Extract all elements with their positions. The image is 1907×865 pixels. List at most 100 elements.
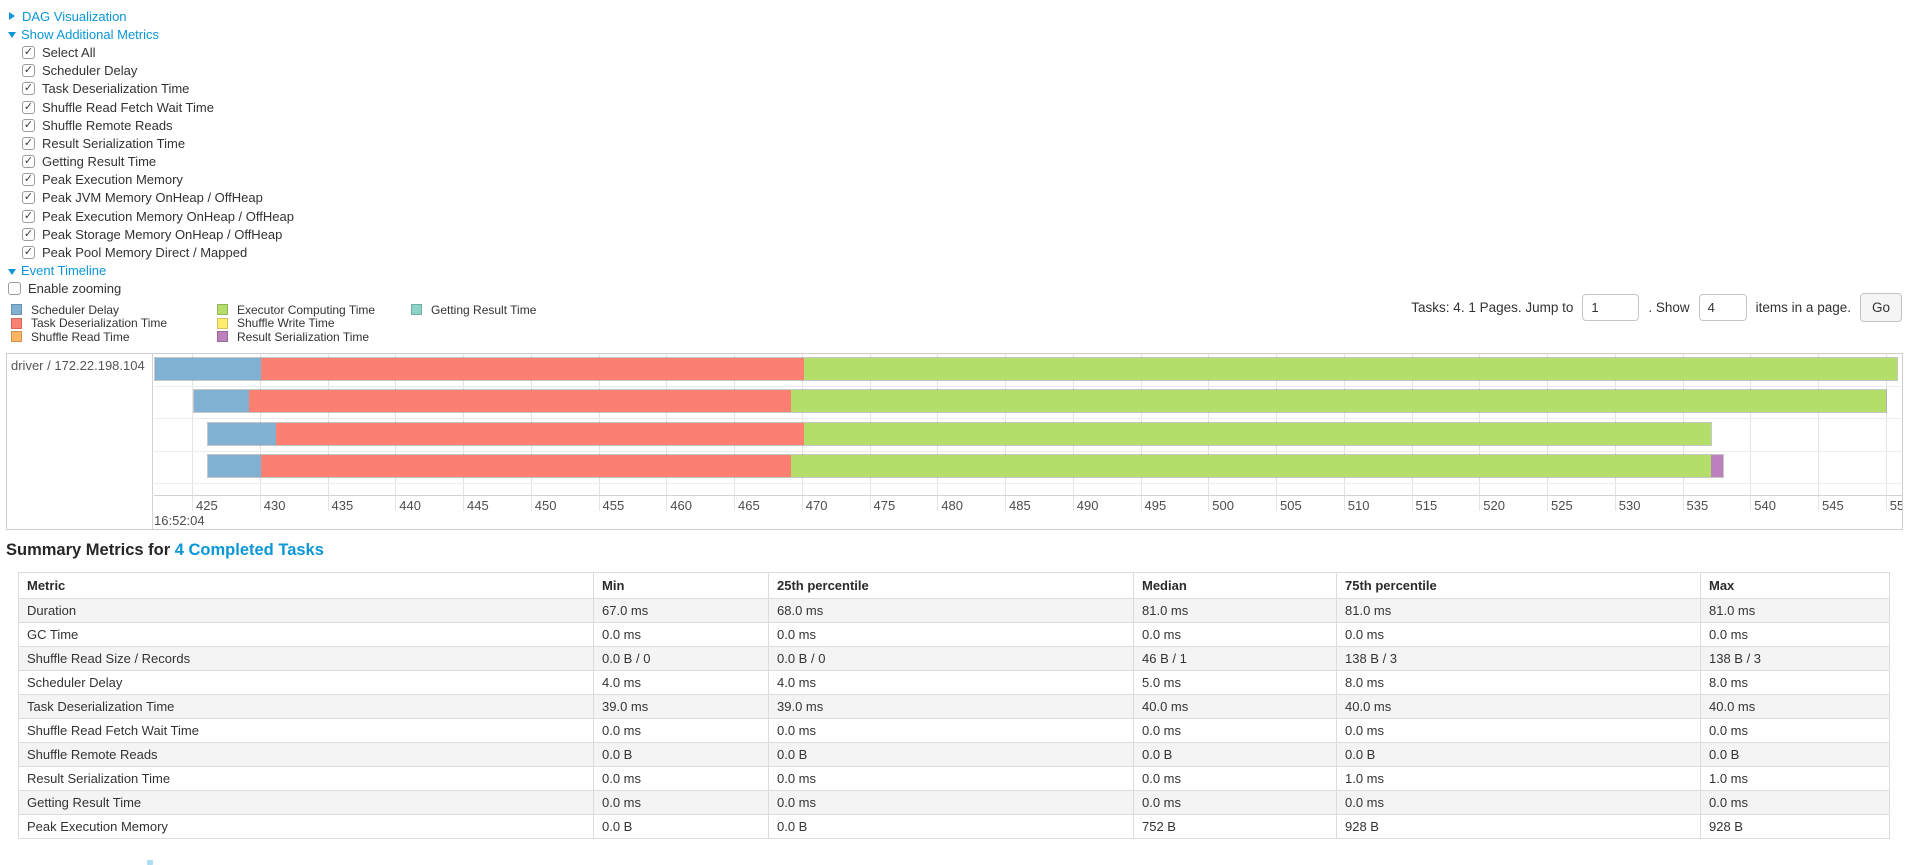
metric-checkbox-row[interactable]: ✓ Peak Execution Memory bbox=[22, 171, 294, 189]
axis-tick-label: 430 bbox=[263, 498, 286, 513]
items-in-page-label: items in a page. bbox=[1755, 300, 1851, 315]
metric-checkbox-row[interactable]: ✓ Shuffle Read Fetch Wait Time bbox=[22, 98, 294, 116]
metric-checkbox[interactable]: ✓ bbox=[22, 155, 35, 169]
metric-checkbox-row[interactable]: ✓ Shuffle Remote Reads bbox=[22, 116, 294, 134]
axis-tick-mark bbox=[1005, 496, 1006, 511]
axis-tick-label: 530 bbox=[1618, 498, 1641, 513]
metric-checkbox[interactable]: ✓ bbox=[22, 100, 35, 114]
metric-value-cell: 138 B / 3 bbox=[1336, 646, 1701, 671]
cutoff-element bbox=[147, 860, 153, 865]
metric-checkbox-row[interactable]: ✓ Select All bbox=[22, 43, 294, 61]
metric-checkbox-row[interactable]: ✓ Peak Pool Memory Direct / Mapped bbox=[22, 243, 294, 261]
metric-value-cell: 0.0 B / 0 bbox=[593, 646, 769, 671]
metric-checkbox-row[interactable]: ✓ Peak Execution Memory OnHeap / OffHeap bbox=[22, 207, 294, 225]
metric-checkbox-label: Peak Pool Memory Direct / Mapped bbox=[42, 245, 248, 261]
metric-checkbox[interactable]: ✓ bbox=[22, 64, 35, 78]
table-header-min: Min bbox=[593, 572, 769, 599]
page-size-input[interactable] bbox=[1698, 294, 1747, 321]
go-button[interactable]: Go bbox=[1859, 293, 1902, 322]
task-timeline-bar[interactable] bbox=[206, 422, 1713, 446]
metric-value-cell: 4.0 ms bbox=[593, 670, 769, 695]
metric-checkbox[interactable]: ✓ bbox=[22, 82, 35, 96]
metric-value-cell: 928 B bbox=[1336, 814, 1701, 839]
metric-value-cell: 40.0 ms bbox=[1133, 694, 1337, 719]
metric-value-cell: 0.0 ms bbox=[1700, 790, 1890, 815]
dag-visualization-link[interactable]: DAG Visualization bbox=[22, 8, 127, 24]
table-header-max: Max bbox=[1700, 572, 1890, 599]
metric-value-cell: 0.0 B bbox=[593, 814, 769, 839]
metric-checkbox-label: Shuffle Remote Reads bbox=[42, 117, 173, 133]
metric-value-cell: 40.0 ms bbox=[1336, 694, 1701, 719]
metric-checkbox-row[interactable]: ✓ Scheduler Delay bbox=[22, 62, 294, 80]
metric-checkbox-label: Shuffle Read Fetch Wait Time bbox=[42, 99, 214, 115]
table-row: Shuffle Read Fetch Wait Time 0.0 ms 0.0 ms… bbox=[18, 718, 1890, 743]
axis-tick-mark bbox=[1140, 496, 1142, 511]
task-timeline-bar[interactable] bbox=[154, 357, 1898, 381]
metric-value-cell: 0.0 ms bbox=[1336, 718, 1701, 743]
metric-checkbox[interactable]: ✓ bbox=[22, 191, 35, 205]
legend-item: Shuffle Read Time bbox=[11, 330, 195, 344]
axis-tick-mark bbox=[1818, 496, 1819, 511]
metric-value-cell: 46 B / 1 bbox=[1133, 646, 1337, 671]
metric-checkbox-row[interactable]: ✓ Peak Storage Memory OnHeap / OffHeap bbox=[22, 225, 294, 243]
event-timeline-link[interactable]: Event Timeline bbox=[21, 263, 107, 279]
axis-tick-label: 520 bbox=[1483, 498, 1505, 513]
metric-checkbox[interactable]: ✓ bbox=[22, 246, 35, 260]
legend-swatch-shuffle-write bbox=[217, 317, 228, 329]
metric-checkbox[interactable]: ✓ bbox=[22, 45, 35, 59]
legend-label: Executor Computing Time bbox=[237, 302, 376, 317]
show-additional-metrics-link[interactable]: Show Additional Metrics bbox=[21, 26, 160, 42]
tasks-page-summary: Tasks: 4. 1 Pages. Jump to bbox=[1411, 300, 1574, 315]
legend-swatch-result-serialization bbox=[217, 331, 228, 343]
metric-checkbox-label: Select All bbox=[42, 44, 96, 60]
legend-swatch-task-deserialization bbox=[11, 317, 22, 329]
axis-tick-mark bbox=[666, 496, 668, 511]
metric-checkbox[interactable]: ✓ bbox=[22, 227, 35, 241]
completed-tasks-link[interactable]: 4 Completed Tasks bbox=[174, 541, 324, 559]
metric-checkbox-row[interactable]: ✓ Result Serialization Time bbox=[22, 134, 294, 152]
task-timeline-bar[interactable] bbox=[206, 454, 1725, 478]
show-additional-metrics-toggle[interactable]: Show Additional Metrics bbox=[8, 25, 294, 43]
legend-label: Result Serialization Time bbox=[237, 329, 370, 344]
metric-value-cell: 1.0 ms bbox=[1700, 766, 1890, 791]
metric-checkbox-label: Peak Execution Memory bbox=[42, 172, 183, 188]
enable-zooming-row[interactable]: Enable zooming bbox=[8, 280, 294, 298]
axis-tick-mark bbox=[395, 496, 397, 511]
metric-value-cell: 81.0 ms bbox=[1700, 598, 1890, 623]
metric-checkbox-row[interactable]: ✓ Getting Result Time bbox=[22, 153, 294, 171]
metric-value-cell: 928 B bbox=[1700, 814, 1890, 839]
enable-zooming-label: Enable zooming bbox=[28, 281, 122, 297]
metric-value-cell: 0.0 ms bbox=[768, 622, 1134, 647]
metric-value-cell: 0.0 ms bbox=[1700, 718, 1890, 743]
event-timeline-toggle[interactable]: Event Timeline bbox=[8, 262, 294, 280]
metric-checkbox[interactable]: ✓ bbox=[22, 173, 35, 187]
enable-zooming-checkbox[interactable] bbox=[8, 282, 21, 296]
legend-item: Result Serialization Time bbox=[217, 330, 389, 344]
summary-heading-prefix: Summary Metrics for bbox=[6, 541, 171, 559]
metric-checkbox[interactable]: ✓ bbox=[22, 118, 35, 132]
table-row: Scheduler Delay 4.0 ms 4.0 ms 5.0 ms 8.0 ms 8… bbox=[18, 670, 1890, 695]
axis-tick-mark bbox=[1750, 496, 1752, 511]
axis-tick-label: 475 bbox=[873, 498, 896, 513]
metric-value-cell: 752 B bbox=[1133, 814, 1337, 839]
metric-checkbox[interactable]: ✓ bbox=[22, 136, 35, 150]
axis-tick-label: 540 bbox=[1754, 498, 1776, 513]
metric-name-cell: GC Time bbox=[18, 622, 594, 647]
metric-checkbox-row[interactable]: ✓ Task Deserialization Time bbox=[22, 80, 294, 98]
axis-tick-mark bbox=[1411, 496, 1413, 511]
metric-checkbox[interactable]: ✓ bbox=[22, 209, 35, 223]
metric-value-cell: 0.0 B bbox=[768, 814, 1134, 839]
metric-value-cell: 67.0 ms bbox=[593, 598, 769, 623]
dag-visualization-toggle[interactable]: DAG Visualization bbox=[8, 7, 294, 25]
timeline-gridline bbox=[1750, 354, 1752, 495]
task-timeline-bar[interactable] bbox=[193, 389, 1888, 413]
metric-value-cell: 0.0 ms bbox=[1336, 622, 1701, 647]
metric-checkbox-row[interactable]: ✓ Peak JVM Memory OnHeap / OffHeap bbox=[22, 189, 294, 207]
axis-tick-label: 445 bbox=[467, 498, 489, 513]
legend-label: Shuffle Write Time bbox=[237, 316, 335, 331]
jump-to-page-input[interactable] bbox=[1582, 294, 1640, 321]
legend-swatch-shuffle-read bbox=[11, 331, 22, 343]
timeline-gridline bbox=[192, 354, 193, 495]
summary-metrics-table: Metric Min 25th percentile Median 75th perce… bbox=[18, 572, 1890, 839]
